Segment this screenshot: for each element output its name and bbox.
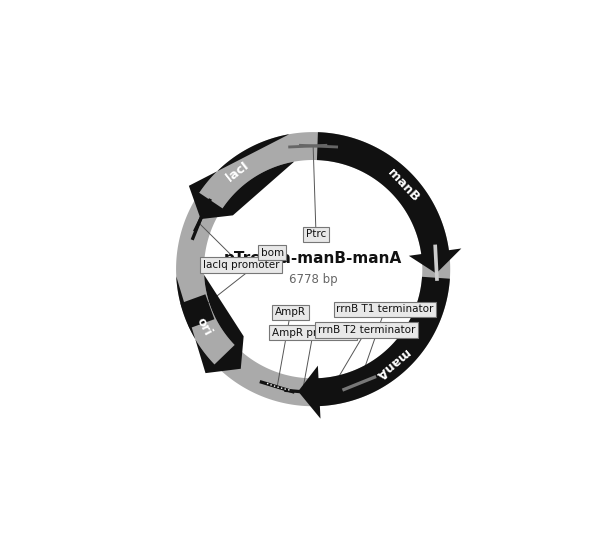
- Text: rrnB T2 terminator: rrnB T2 terminator: [318, 325, 415, 335]
- Text: lacI: lacI: [224, 159, 251, 185]
- Text: manB: manB: [385, 166, 422, 204]
- Polygon shape: [317, 132, 461, 273]
- Polygon shape: [176, 275, 244, 373]
- Polygon shape: [176, 132, 450, 406]
- Text: manA: manA: [373, 345, 412, 381]
- Bar: [284, 389, 321, 395]
- Bar: [299, 144, 338, 149]
- Bar: [191, 206, 207, 240]
- Text: Ptrc: Ptrc: [306, 229, 326, 239]
- Text: lacIq promoter: lacIq promoter: [203, 260, 280, 270]
- Text: bom: bom: [260, 248, 284, 258]
- Bar: [259, 380, 295, 394]
- Polygon shape: [189, 134, 294, 219]
- Bar: [193, 198, 212, 232]
- Text: pTrc99a-manB-manA: pTrc99a-manB-manA: [224, 252, 402, 266]
- Bar: [180, 294, 214, 328]
- Bar: [433, 245, 439, 281]
- Bar: [342, 375, 377, 392]
- Bar: [288, 144, 327, 149]
- Text: rrnB T1 terminator: rrnB T1 terminator: [336, 304, 434, 314]
- Text: 6778 bp: 6778 bp: [289, 273, 337, 286]
- Bar: [312, 387, 348, 395]
- Text: AmpR promoter: AmpR promoter: [272, 328, 354, 338]
- Text: ori: ori: [194, 316, 214, 338]
- Text: AmpR: AmpR: [275, 307, 306, 317]
- Polygon shape: [298, 277, 450, 418]
